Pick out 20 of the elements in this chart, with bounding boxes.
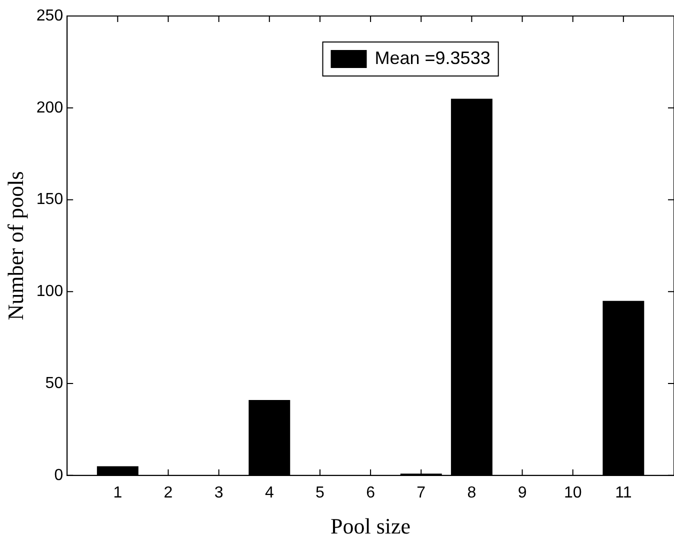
y-tick-label: 250: [36, 7, 64, 24]
x-tick-label: 6: [366, 484, 376, 502]
y-tick-label: 200: [36, 99, 64, 116]
legend-label: Mean =9.3533: [374, 48, 490, 68]
x-tick-label: 1: [113, 484, 122, 502]
x-tick-label: 7: [416, 484, 426, 502]
x-tick-label: 2: [164, 484, 173, 502]
y-tick-label: 0: [54, 466, 64, 484]
x-tick-label: 9: [518, 484, 527, 502]
x-tick-label: 3: [214, 484, 224, 502]
x-tick-label: 11: [615, 484, 632, 502]
y-tick-label: 50: [45, 374, 64, 392]
y-axis-title: Number of pools: [2, 171, 28, 320]
x-axis-title: Pool size: [330, 514, 411, 539]
x-tick-label: 5: [316, 484, 325, 502]
x-tick-label: 8: [467, 484, 476, 502]
x-tick-label: 4: [264, 484, 274, 502]
y-tick-label: 100: [36, 283, 64, 300]
x-tick-label: 10: [564, 484, 582, 502]
y-tick-label: 150: [36, 191, 64, 208]
